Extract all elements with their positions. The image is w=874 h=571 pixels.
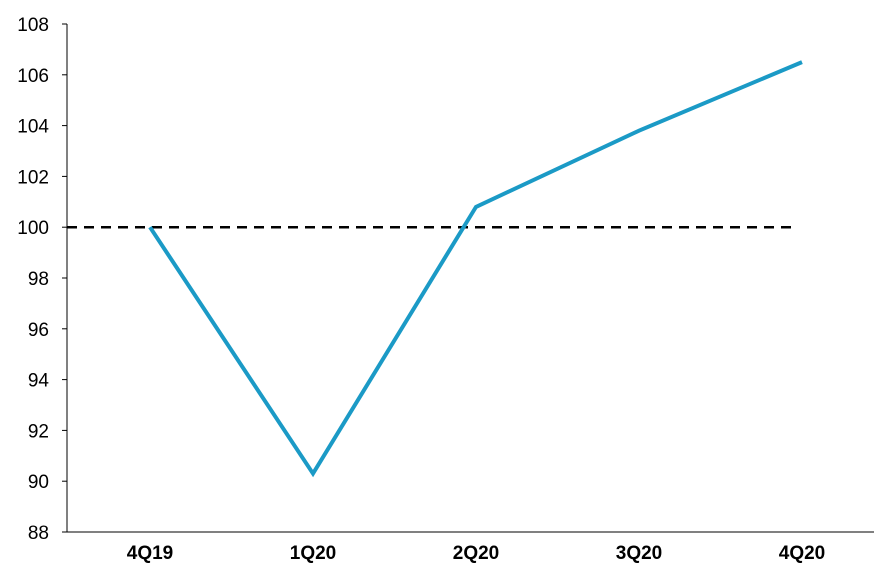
- series-line: [148, 60, 803, 478]
- y-tick-label: 98: [28, 269, 49, 290]
- x-tick-label: 2Q20: [453, 543, 499, 564]
- y-tick-label: 100: [17, 218, 49, 239]
- x-tick-label: 4Q19: [127, 543, 173, 564]
- x-tick-label: 1Q20: [290, 543, 336, 564]
- y-tick-label: 96: [28, 320, 49, 341]
- y-tick-label: 92: [28, 421, 49, 442]
- y-tick-label: 90: [28, 472, 49, 493]
- y-tick-label: 102: [17, 167, 49, 188]
- x-tick-label: 3Q20: [616, 543, 662, 564]
- x-tick-label: 4Q20: [779, 543, 825, 564]
- y-tick-label: 108: [17, 15, 49, 36]
- y-tick-label: 88: [28, 523, 49, 544]
- y-tick-label: 104: [17, 117, 49, 138]
- y-tick-label: 106: [17, 66, 49, 87]
- y-tick-label: 94: [28, 371, 50, 392]
